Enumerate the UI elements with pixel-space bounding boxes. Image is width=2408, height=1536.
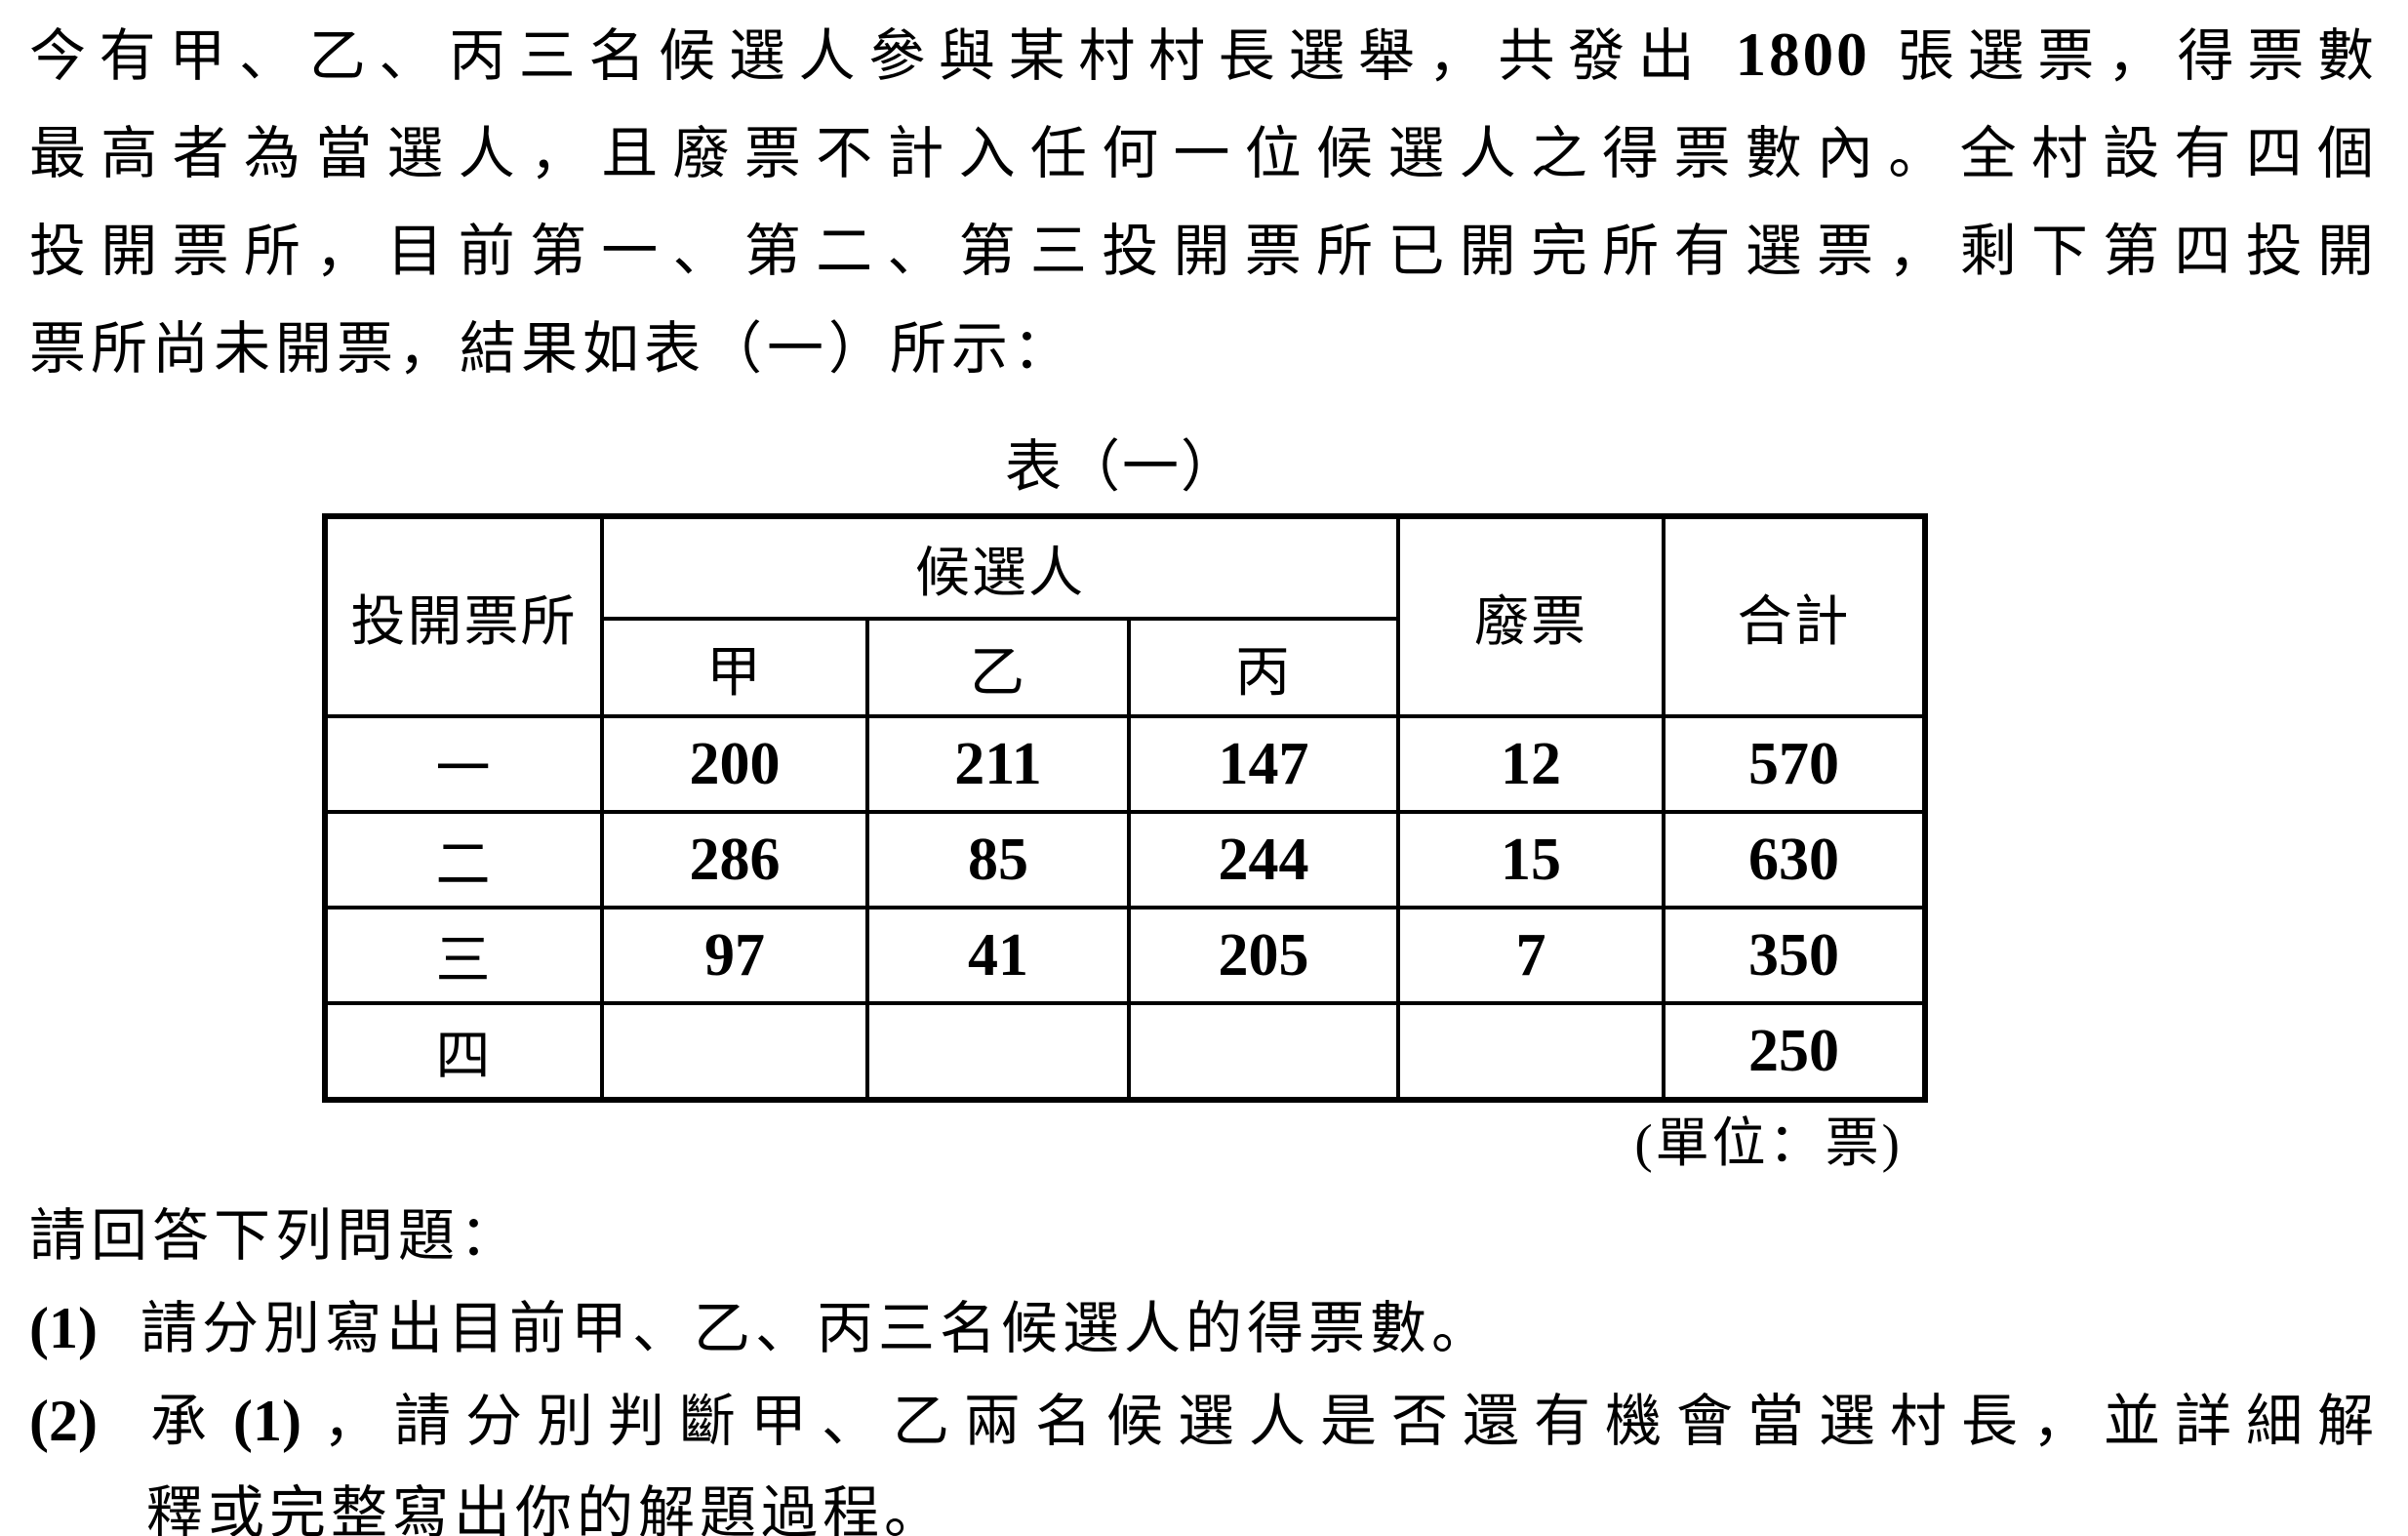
problem-statement: 今有甲、乙、丙三名候選人參與某村村長選舉，共發出 1800 張選票，得票數 最高… [29,6,2379,398]
cell-bing-3: 205 [1126,906,1401,1005]
paragraph-line-4: 票所尚未開票，結果如表（一）所示： [29,317,1075,381]
cell-yi-3: 41 [865,906,1131,1005]
cell-invalid-1: 12 [1396,714,1666,814]
header-candidate-jia: 甲 [600,617,869,718]
cell-jia-3: 97 [600,906,869,1005]
vote-table: 投開票所 候選人 廢票 合計 甲 乙 丙 一 200 211 147 12 57… [322,513,1929,1103]
cell-total-4: 250 [1662,1001,1928,1102]
questions-section: 請回答下列問題： (1) 請分別寫出目前甲、乙、丙三名候選人的得票數。 (2) 承(… [29,1191,2379,1536]
header-total: 合計 [1662,514,1928,718]
question-1: (1) 請分別寫出目前甲、乙、丙三名候選人的得票數。 [29,1282,2379,1375]
table-row-station-4: 四 250 [323,1001,1928,1102]
cell-bing-2: 244 [1126,810,1401,909]
table-title: 表（一） [1004,435,1239,499]
header-invalid-votes: 廢票 [1396,514,1666,718]
unit-note: (單位：票) [1634,1113,1903,1173]
cell-jia-1: 200 [600,714,869,814]
cell-station-3: 三 [323,906,604,1005]
total-ballots-number: 1800 [1735,20,1870,89]
cell-bing-1: 147 [1126,714,1401,814]
cell-bing-4 [1126,1001,1401,1102]
question-2: (2) 承 (1) ，請分別判斷甲、乙兩名候選人是否還有機會當選村長，並詳細解 [29,1375,2379,1468]
question-2-marker: (2) [29,1389,98,1453]
cell-jia-4 [600,1001,869,1102]
header-candidates-group: 候選人 [599,514,1401,621]
cell-yi-2: 85 [865,810,1131,909]
questions-intro: 請回答下列問題： [29,1204,522,1268]
question-1-text: 請分別寫出目前甲、乙、丙三名候選人的得票數。 [140,1297,1493,1360]
paragraph-line-2: 最高者為當選人，且廢票不計入任何一位候選人之得票數內。全村設有四個 [29,122,2379,185]
cell-invalid-3: 7 [1396,906,1666,1005]
table-row-station-1: 一 200 211 147 12 570 [323,714,1928,814]
table-header-row-1: 投開票所 候選人 廢票 合計 [323,514,1928,718]
cell-total-1: 570 [1662,714,1928,814]
header-candidate-bing: 丙 [1126,617,1401,718]
question-2-continuation: 釋或完整寫出你的解題過程。 [146,1481,946,1536]
cell-total-3: 350 [1662,906,1928,1005]
header-station: 投開票所 [323,514,604,718]
cell-invalid-4 [1396,1001,1666,1102]
question-2-text: ，請分別判斷甲、乙兩名候選人是否還有機會當選村長，並詳細解 [312,1390,2379,1453]
cell-jia-2: 286 [600,810,869,909]
paragraph-text: 張選票，得票數 [1869,24,2379,88]
question-2-text: 承 [140,1390,221,1453]
cell-station-4: 四 [323,1001,604,1102]
question-2-reference: (1) [232,1389,301,1453]
paragraph-text: 今有甲、乙、丙三名候選人參與某村村長選舉，共發出 [29,24,1736,88]
cell-yi-4 [865,1001,1131,1102]
table-header-row-2: 甲 乙 丙 [325,617,1925,718]
paragraph-line-1: 今有甲、乙、丙三名候選人參與某村村長選舉，共發出 1800 張選票，得票數 [29,6,2379,105]
header-candidate-yi: 乙 [865,617,1131,718]
cell-station-1: 一 [323,714,604,814]
cell-station-2: 二 [323,810,604,909]
paragraph-line-3: 投開票所，目前第一、第二、第三投開票所已開完所有選票，剩下第四投開 [29,220,2379,283]
table-row-station-3: 三 97 41 205 7 350 [323,906,1928,1005]
cell-invalid-2: 15 [1396,810,1666,909]
cell-total-2: 630 [1662,810,1928,909]
cell-yi-1: 211 [865,714,1131,814]
table-row-station-2: 二 286 85 244 15 630 [323,810,1928,909]
question-1-marker: (1) [29,1296,98,1360]
